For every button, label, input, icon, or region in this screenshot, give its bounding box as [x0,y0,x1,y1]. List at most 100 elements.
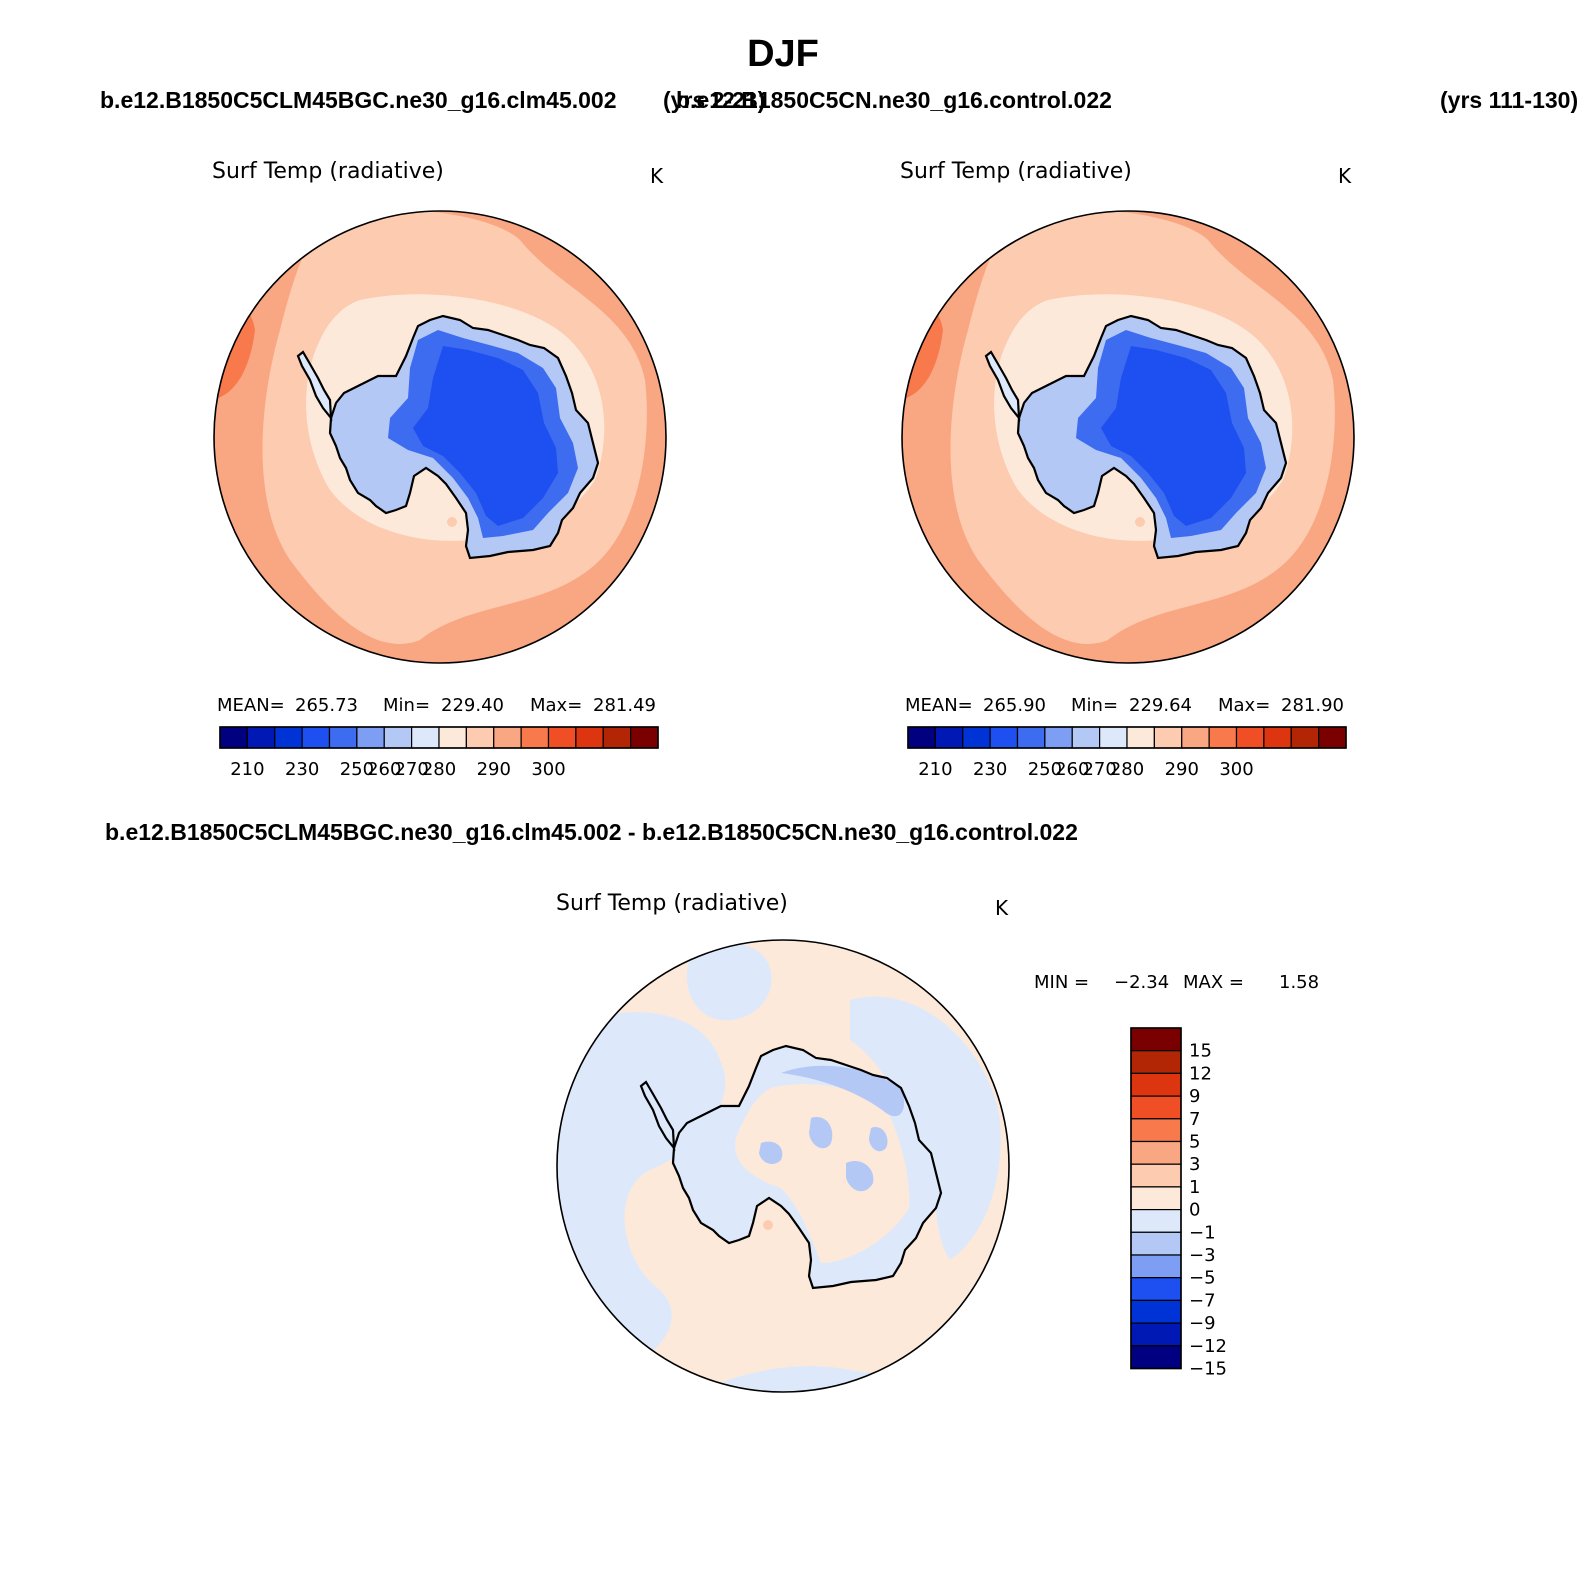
panel-control-colorbar-box [989,726,1019,749]
panel-diff-colorbar-tick: 1 [1189,1177,1200,1198]
panel-diff-colorbar-box [1130,1186,1182,1211]
svg-text:MEAN=: MEAN= [905,695,973,716]
panel-diff-colorbar-tick: 5 [1189,1132,1200,1153]
panel-diff-colorbar-tick: −5 [1189,1268,1216,1289]
panel-diff-colorbar-box [1130,1208,1182,1233]
control-label: b.e12.B1850C5CN.ne30_g16.control.022 [676,87,1112,113]
svg-text:229.64: 229.64 [1129,695,1192,716]
panel-control-colorbar-box [934,726,964,749]
svg-text:−2.34: −2.34 [1114,972,1169,993]
panel-control-colorbar-box [1208,726,1238,749]
svg-text:281.49: 281.49 [593,695,656,716]
panel-diff-colorbar-box [1130,1118,1182,1143]
panel-control: Surf Temp (radiative) K MEAN= 265.90 Min… [900,159,1355,780]
panel-case-colorbar-box [301,726,331,749]
panel-diff-colorbar-box [1130,1322,1182,1347]
panel-case-colorbar-tick: 260 [367,759,401,780]
panel-case-colorbar-box [274,726,303,749]
panel-diff-colorbar-box [1130,1027,1182,1052]
svg-text:281.90: 281.90 [1281,695,1344,716]
panel-case-colorbar-box [602,726,632,749]
panel-control-colorbar-box [1263,726,1292,749]
panel-case-colorbar-tick: 270 [394,759,428,780]
panel-control-units: K [1338,164,1352,188]
panel-case-colorbar-tick: 290 [477,759,511,780]
panel-case-map-border [213,210,667,664]
panel-case-colorbar-frame [219,726,659,749]
panel-diff-colorbar-box [1130,1277,1182,1301]
panel-diff-colorbar-box [1130,1072,1182,1097]
svg-text:MEAN=: MEAN= [217,695,285,716]
panel-case-map [214,211,666,663]
panel-diff-colorbar-box [1130,1140,1182,1165]
panel-case-colorbar-tick: 210 [230,759,264,780]
diff-label: b.e12.B1850C5CLM45BGC.ne30_g16.clm45.002… [105,819,1078,845]
case-label: b.e12.B1850C5CLM45BGC.ne30_g16.clm45.002 [100,87,617,113]
svg-text:MIN =: MIN = [1034,972,1089,993]
panel-control-colorbar-box [907,726,936,749]
panel-case-colorbar-box [219,726,248,749]
panel-diff-colorbar-tick: −9 [1189,1313,1216,1334]
panel-control-colorbar-box [1071,726,1101,749]
panel-diff-stats: MIN = −2.34 MAX = 1.58 [1034,972,1319,993]
panel-case-colorbar-box [328,726,358,749]
case-years: (yrs 2-21) [663,87,765,113]
panel-case-units: K [650,164,664,188]
figure-title: DJF [747,33,819,75]
panel-case-colorbar-box [575,726,604,749]
svg-text:Max=: Max= [1218,695,1270,716]
svg-text:MAX =: MAX = [1183,972,1244,993]
panel-control-colorbar-box [1318,726,1347,749]
panel-diff-map-border [556,939,1010,1393]
panel-case-colorbar-box [356,726,385,749]
svg-text:Max=: Max= [530,695,582,716]
panel-control-colorbar-tick: 210 [918,759,952,780]
control-years: (yrs 111-130) [1440,87,1577,113]
panel-case-title: Surf Temp (radiative) [212,159,444,184]
panel-control-map-border [901,210,1355,664]
svg-text:1.58: 1.58 [1279,972,1319,993]
panel-diff-colorbar-tick: −1 [1189,1222,1216,1243]
panel-diff-colorbar-tick: −15 [1189,1359,1227,1380]
panel-case-colorbar-box [383,726,413,749]
panel-diff-colorbar-box [1130,1163,1182,1188]
panel-control-colorbar-tick: 260 [1055,759,1089,780]
panel-diff-colorbar-tick: −7 [1189,1290,1216,1311]
panel-diff-title: Surf Temp (radiative) [556,891,788,916]
panel-control-colorbar-box [1290,726,1320,749]
panel-case-colorbar-tick: 300 [531,759,565,780]
panel-case-colorbar-box [520,726,550,749]
panel-control-colorbar-tick: 300 [1219,759,1253,780]
svg-text:Min=: Min= [383,695,430,716]
panel-diff-colorbar-box [1130,1050,1182,1074]
svg-text:229.40: 229.40 [441,695,504,716]
panel-case-stats: MEAN= 265.73 Min= 229.40 Max= 281.49 [217,695,656,716]
panel-case-colorbar-tick: 250 [340,759,374,780]
panel-case: Surf Temp (radiative) K MEAN= 265.73 Min… [212,159,667,780]
panel-diff-colorbar-frame [1130,1027,1182,1370]
panel-control-colorbar-tick: 230 [973,759,1007,780]
panel-control-colorbar-box [1153,726,1183,749]
panel-control-map [902,211,1354,663]
panel-case-colorbar-box [246,726,276,749]
panel-case-colorbar-tick: 280 [422,759,456,780]
svg-text:265.90: 265.90 [983,695,1046,716]
panel-diff-colorbar-tick: 7 [1189,1109,1200,1130]
panel-diff-colorbar-tick: 12 [1189,1063,1212,1084]
panel-diff-colorbar-box [1130,1254,1182,1279]
panel-diff-colorbar-box [1130,1231,1182,1256]
panel-diff-colorbar-tick: 9 [1189,1086,1200,1107]
panel-diff: Surf Temp (radiative) K [556,891,1319,1393]
panel-control-colorbar-box [1099,726,1128,749]
panel-control-colorbar-box [962,726,991,749]
panel-control-colorbar-tick: 290 [1165,759,1199,780]
panel-control-title: Surf Temp (radiative) [900,159,1132,184]
panel-diff-map [557,940,1009,1392]
panel-case-colorbar-box [465,726,495,749]
panel-diff-colorbar-box [1130,1095,1182,1120]
panel-diff-colorbar-box [1130,1299,1182,1324]
panel-control-colorbar-box [1044,726,1073,749]
